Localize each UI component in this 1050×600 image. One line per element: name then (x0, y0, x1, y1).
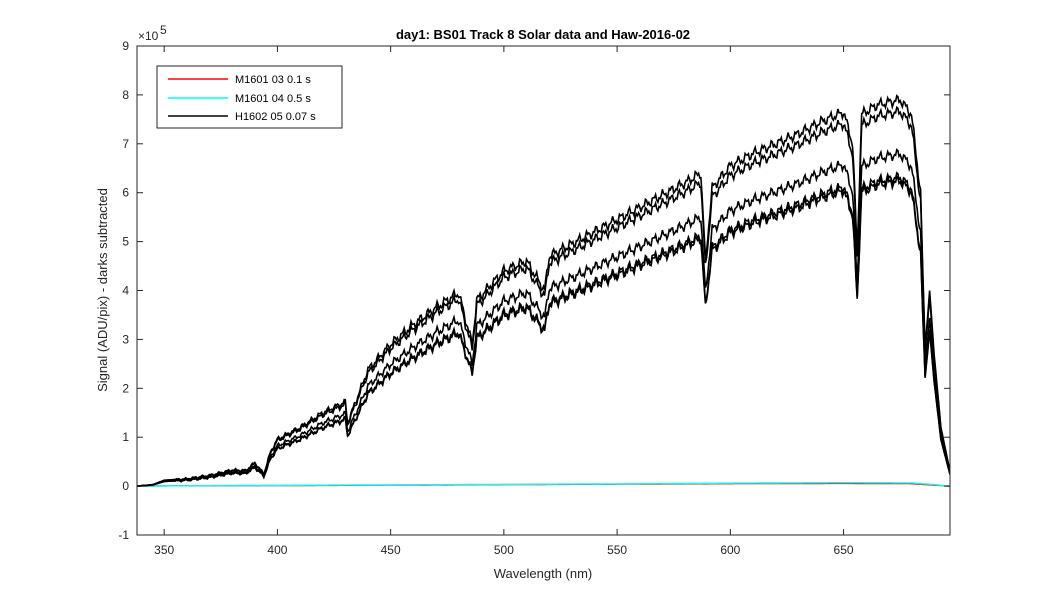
series-line-black-0 (137, 94, 950, 487)
x-tick-label: 600 (720, 543, 740, 557)
y-axis-exponent-power: 5 (160, 23, 167, 37)
x-axis-label: Wavelength (nm) (494, 566, 593, 581)
x-tick-label: 400 (267, 543, 287, 557)
legend-label: M1601 03 0.1 s (235, 74, 311, 86)
x-tick-label: 450 (381, 543, 401, 557)
y-tick-label: 7 (122, 137, 129, 151)
x-tick-label: 350 (154, 543, 174, 557)
y-tick-label: 5 (122, 235, 129, 249)
series-line-black-1 (137, 105, 950, 487)
x-tick-label: 550 (607, 543, 627, 557)
y-axis-label: Signal (ADU/pix) - darks subtracted (95, 188, 110, 392)
x-tick-label: 650 (834, 543, 854, 557)
series-group (137, 94, 950, 487)
legend-box (156, 65, 343, 129)
y-axis: -1 0 1 2 3 4 5 6 7 8 9 (118, 39, 950, 542)
series-line-black-2 (137, 148, 950, 487)
chart-title: day1: BS01 Track 8 Solar data and Haw-20… (396, 27, 690, 42)
y-tick-label: 4 (122, 284, 129, 298)
y-tick-label: 9 (122, 39, 129, 53)
legend-label: H1602 05 0.07 s (235, 111, 316, 123)
x-tick-label: 500 (494, 543, 514, 557)
legend-label: M1601 04 0.5 s (235, 93, 311, 105)
y-axis-exponent-base: ×10 (138, 29, 159, 43)
y-tick-label: 0 (122, 479, 129, 493)
legend: M1601 03 0.1 s M1601 04 0.5 s H1602 05 0… (156, 65, 343, 129)
y-tick-label: 8 (122, 88, 129, 102)
y-tick-label: 2 (122, 381, 129, 395)
plot-area (137, 94, 950, 487)
y-tick-label: 3 (122, 332, 129, 346)
y-tick-label: 1 (122, 430, 129, 444)
y-tick-label: 6 (122, 186, 129, 200)
y-tick-label: -1 (118, 528, 129, 542)
series-line-cyan (137, 482, 950, 487)
series-line-black-4 (137, 175, 950, 487)
x-axis: 350 400 450 500 550 600 650 (154, 46, 854, 557)
